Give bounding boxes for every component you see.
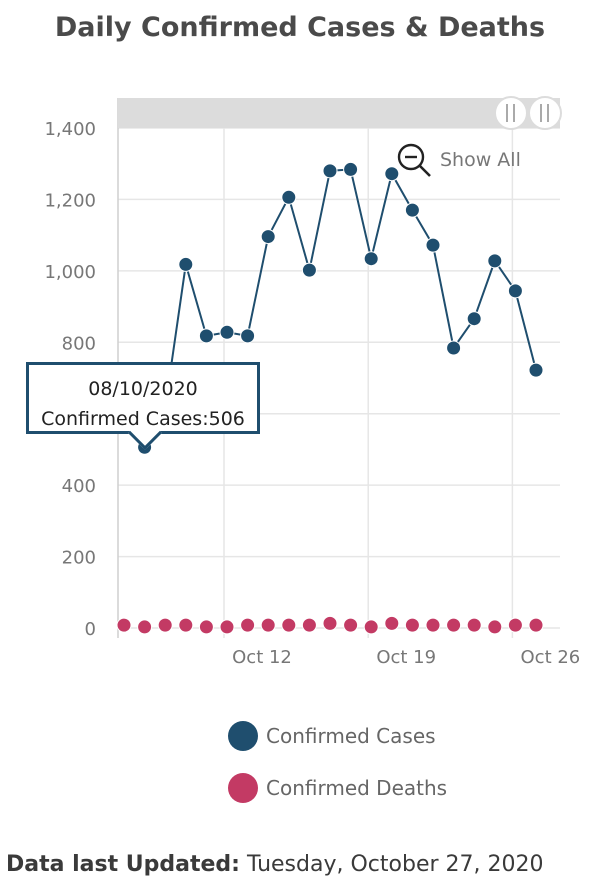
legend-label-cases: Confirmed Cases	[266, 724, 436, 748]
y-tick-label: 1,200	[44, 190, 96, 211]
data-point-deaths	[363, 619, 379, 635]
show-all-button[interactable]: Show All	[397, 143, 521, 177]
data-point-cases	[260, 229, 276, 245]
data-point-cases	[322, 163, 338, 179]
tooltip-value: Confirmed Cases:506	[41, 408, 245, 430]
chart-title: Daily Confirmed Cases & Deaths	[54, 12, 546, 43]
data-point-deaths	[157, 617, 173, 633]
data-point-deaths	[507, 617, 523, 633]
y-tick-label: 200	[62, 548, 96, 569]
navigator-handle-left[interactable]	[494, 96, 528, 130]
legend-item-cases[interactable]: Confirmed Cases	[228, 720, 436, 752]
data-point-deaths	[219, 619, 235, 635]
data-point-deaths	[301, 617, 317, 633]
data-point-deaths	[178, 617, 194, 633]
data-point-deaths	[425, 617, 441, 633]
data-point-deaths	[487, 619, 503, 635]
data-point-deaths	[404, 617, 420, 633]
data-point-cases	[219, 324, 235, 340]
legend-item-deaths[interactable]: Confirmed Deaths	[228, 772, 447, 804]
data-point-cases	[301, 262, 317, 278]
data-point-cases	[198, 328, 214, 344]
data-point-cases	[404, 202, 420, 218]
data-point-deaths	[466, 617, 482, 633]
range-navigator[interactable]	[118, 98, 560, 128]
data-point-deaths	[198, 619, 214, 635]
data-point-cases	[507, 283, 523, 299]
data-point-cases	[425, 237, 441, 253]
data-point-cases	[466, 311, 482, 327]
data-point-cases	[528, 362, 544, 378]
x-tick-label: Oct 26	[521, 647, 581, 668]
data-point-cases	[363, 251, 379, 267]
navigator-handle-right[interactable]	[528, 96, 562, 130]
data-point-cases	[384, 166, 400, 182]
data-point-cases	[281, 189, 297, 205]
y-tick-label: 1,000	[44, 262, 96, 283]
data-point-deaths	[137, 619, 153, 635]
x-tick-label: Oct 12	[232, 647, 292, 668]
data-point-deaths	[343, 617, 359, 633]
legend-marker-cases	[228, 721, 258, 751]
legend-label-deaths: Confirmed Deaths	[266, 776, 448, 800]
y-tick-label: 800	[62, 333, 96, 354]
data-tooltip: 08/10/2020 Confirmed Cases:506	[26, 362, 260, 450]
last-updated-label: Data last Updated:	[6, 852, 240, 877]
last-updated: Data last Updated: Tuesday, October 27, …	[6, 852, 543, 877]
data-point-deaths	[260, 617, 276, 633]
tooltip-date: 08/10/2020	[88, 378, 198, 400]
y-tick-label: 400	[62, 476, 96, 497]
y-tick-label: 0	[85, 619, 96, 640]
zoom-out-icon	[397, 143, 431, 177]
data-point-deaths	[528, 617, 544, 633]
data-point-deaths	[116, 617, 132, 633]
data-point-deaths	[384, 615, 400, 631]
show-all-label: Show All	[440, 149, 521, 171]
y-tick-label: 1,400	[44, 119, 96, 140]
x-tick-label: Oct 19	[376, 647, 436, 668]
data-point-cases	[178, 256, 194, 272]
data-point-cases	[487, 253, 503, 269]
x-axis-ticks: Oct 12 Oct 19 Oct 26	[232, 647, 580, 668]
last-updated-value: Tuesday, October 27, 2020	[246, 852, 544, 877]
data-point-deaths	[322, 615, 338, 631]
legend-marker-deaths	[228, 773, 258, 803]
data-point-deaths	[446, 617, 462, 633]
data-point-cases	[446, 340, 462, 356]
data-point-deaths	[240, 617, 256, 633]
data-point-cases	[343, 161, 359, 177]
data-point-cases	[240, 328, 256, 344]
data-point-deaths	[281, 617, 297, 633]
